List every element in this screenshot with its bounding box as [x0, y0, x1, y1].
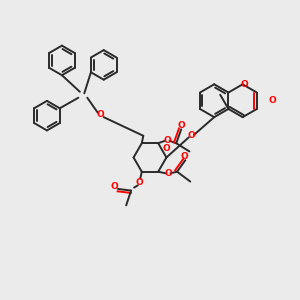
Text: O: O — [181, 152, 188, 161]
Text: O: O — [164, 136, 171, 145]
Text: O: O — [178, 121, 186, 130]
Text: O: O — [268, 96, 276, 105]
Text: O: O — [188, 131, 196, 140]
Text: O: O — [110, 182, 118, 191]
Text: O: O — [241, 80, 248, 89]
Text: O: O — [164, 169, 172, 178]
Text: O: O — [162, 144, 170, 153]
Text: O: O — [135, 178, 143, 187]
Text: O: O — [97, 110, 105, 119]
